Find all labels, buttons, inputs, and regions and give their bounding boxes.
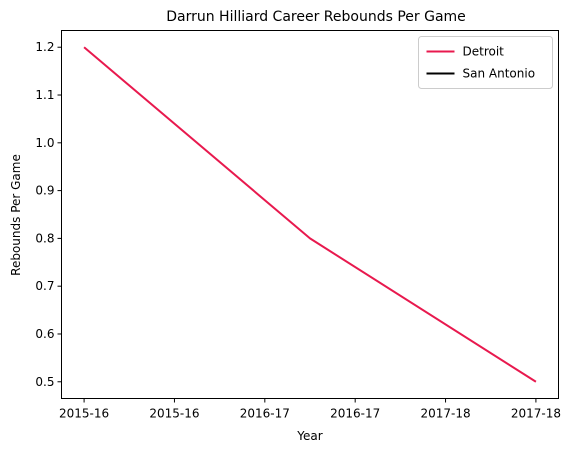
- y-tick-label: 0.9: [35, 184, 54, 198]
- chart-title: Darrun Hilliard Career Rebounds Per Game: [166, 9, 466, 25]
- x-axis-label: Year: [296, 429, 322, 443]
- y-tick-label: 0.6: [35, 327, 54, 341]
- y-tick-label: 0.5: [35, 375, 54, 389]
- legend-label-san-antonio: San Antonio: [463, 67, 536, 81]
- series-line-detroit: [83, 46, 537, 383]
- y-tick-label: 1.0: [35, 136, 54, 150]
- x-tick-label: 2016-17: [330, 407, 380, 421]
- plot-frame: [61, 30, 559, 399]
- legend: Detroit San Antonio: [418, 36, 553, 89]
- legend-box: [418, 36, 553, 89]
- x-tick-label: 2017-18: [420, 407, 470, 421]
- legend-label-detroit: Detroit: [463, 45, 505, 59]
- y-tick-label: 0.7: [35, 279, 54, 293]
- y-tick-label: 1.2: [35, 40, 54, 54]
- x-tick-label: 2015-16: [149, 407, 199, 421]
- y-axis-label: Rebounds Per Game: [9, 154, 23, 276]
- y-tick-label: 0.8: [35, 231, 54, 245]
- x-tick-label: 2016-17: [240, 407, 290, 421]
- y-tick-label: 1.1: [35, 88, 54, 102]
- x-tick-label: 2017-18: [511, 407, 561, 421]
- x-tick-label: 2015-16: [59, 407, 109, 421]
